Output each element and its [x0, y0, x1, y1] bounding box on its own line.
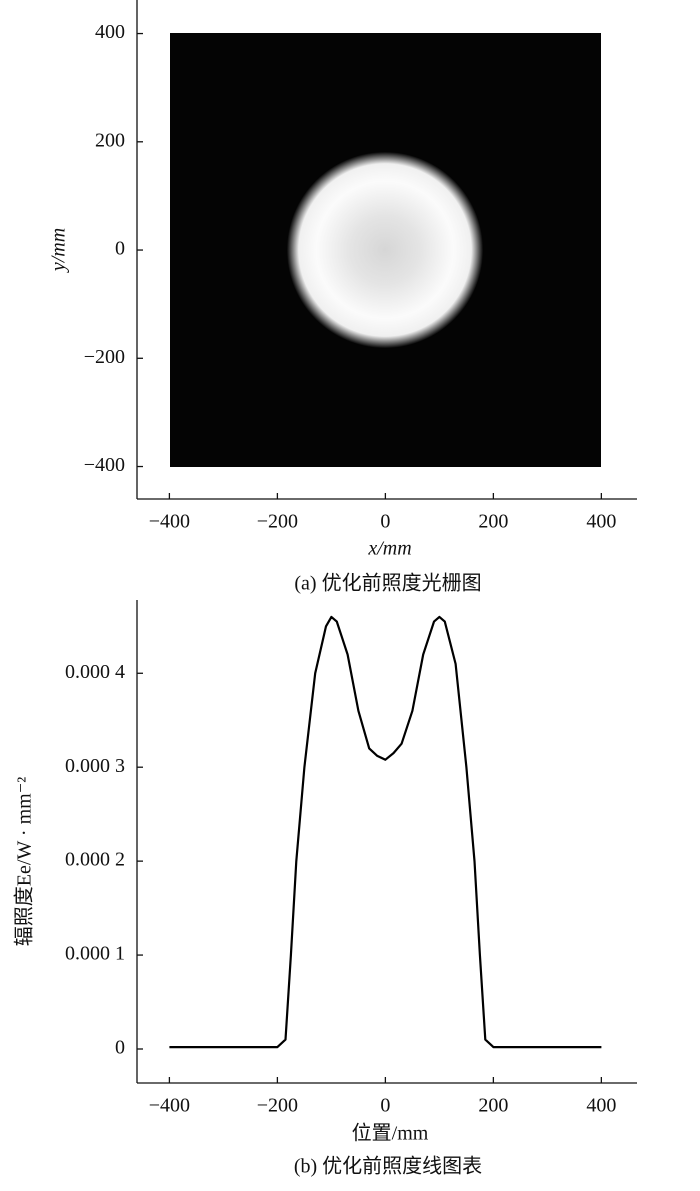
y-tick-label: 0.000 4 [65, 661, 125, 683]
y-tick-label: 0 [115, 238, 125, 260]
x-tick-label: −200 [257, 511, 298, 533]
light-spot [287, 152, 483, 348]
y-tick-label: −400 [84, 454, 125, 476]
x-tick-label: 200 [478, 511, 508, 533]
x-axis-label: x/mm [367, 538, 411, 560]
x-tick-label: −400 [149, 1095, 190, 1117]
x-tick-label: 0 [380, 1095, 390, 1117]
y-tick-label: 0.000 2 [65, 849, 125, 871]
y-tick-label: 0.000 1 [65, 943, 125, 965]
irradiance-line [169, 615, 602, 1049]
x-tick-label: 200 [478, 1095, 508, 1117]
y-tick-label: 0.000 3 [65, 755, 125, 777]
y-tick-label: 0 [115, 1037, 125, 1059]
x-tick-label: 400 [586, 1095, 616, 1117]
x-tick-label: 0 [380, 511, 390, 533]
y-axis-label: 辐照度Ee/W · mm⁻² [13, 777, 36, 947]
y-axis-label: y/mm [48, 228, 70, 273]
caption: (b) 优化前照度线图表 [294, 1155, 482, 1178]
y-tick-label: 400 [95, 21, 125, 43]
y-tick-label: 200 [95, 129, 125, 151]
caption: (a) 优化前照度光栅图 [294, 572, 481, 595]
y-tick-label: −200 [84, 346, 125, 368]
x-tick-label: −200 [257, 1095, 298, 1117]
x-tick-label: −400 [149, 511, 190, 533]
x-tick-label: 400 [586, 511, 616, 533]
x-axis-label: 位置/mm [352, 1122, 429, 1145]
